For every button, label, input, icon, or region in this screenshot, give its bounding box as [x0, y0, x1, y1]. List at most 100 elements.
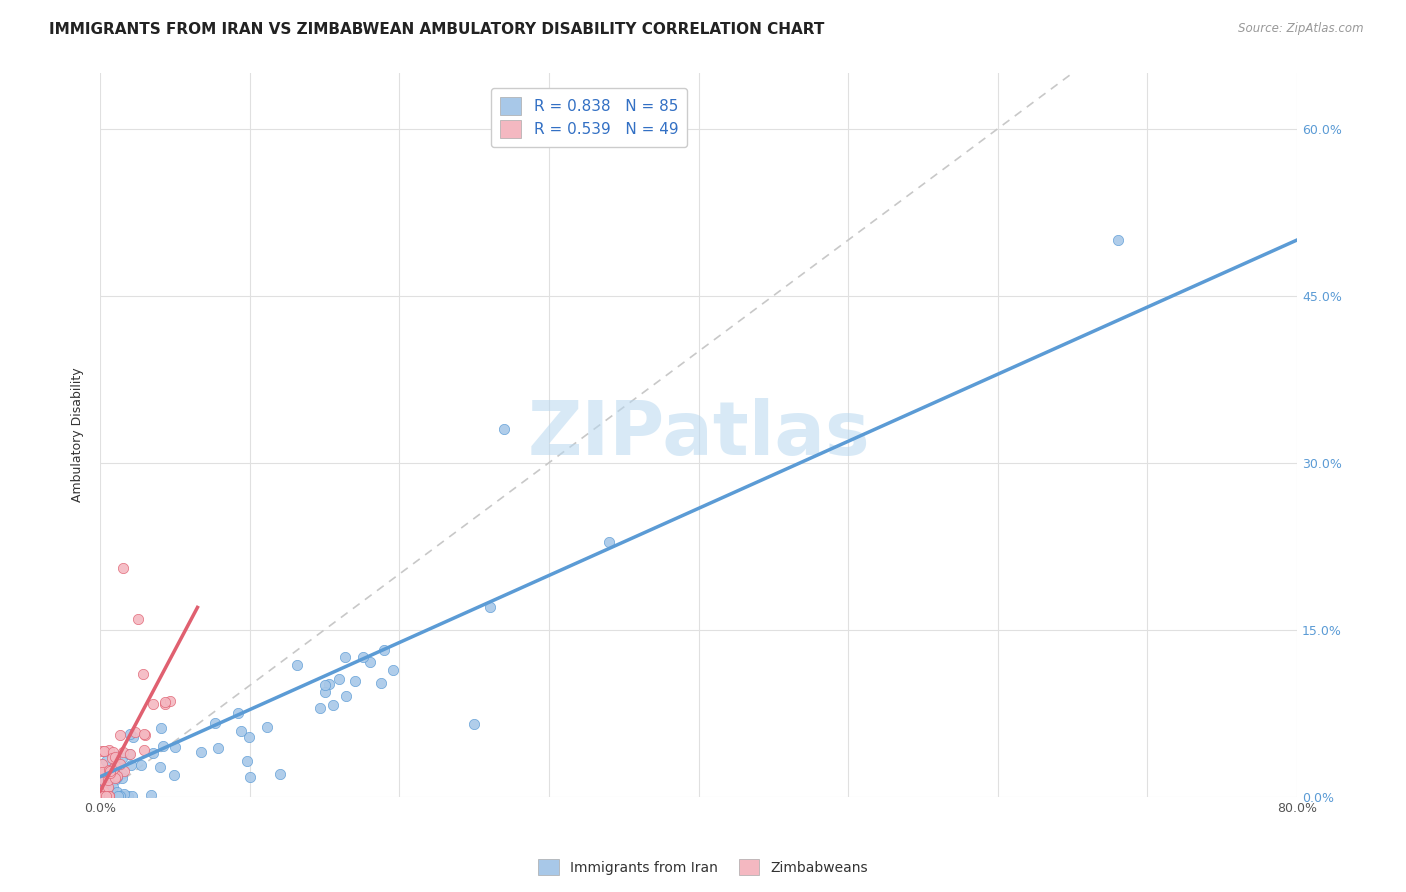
Point	[139, 788, 162, 802]
Point	[96, 789, 118, 803]
Point	[120, 727, 142, 741]
Point	[90, 771, 112, 785]
Point	[204, 715, 226, 730]
Point	[98, 789, 121, 803]
Point	[152, 739, 174, 753]
Point	[93, 764, 115, 778]
Point	[93, 772, 115, 787]
Point	[90, 789, 112, 803]
Point	[159, 694, 181, 708]
Point	[91, 789, 114, 803]
Point	[98, 763, 121, 777]
Point	[101, 789, 124, 803]
Point	[103, 764, 125, 779]
Point	[112, 788, 135, 802]
Point	[235, 754, 257, 768]
Point	[98, 784, 121, 798]
Point	[97, 789, 120, 803]
Point	[155, 698, 177, 712]
Point	[91, 783, 114, 797]
Point	[117, 789, 139, 803]
Point	[101, 762, 124, 776]
Point	[105, 769, 128, 783]
Point	[103, 764, 125, 779]
Point	[238, 731, 260, 745]
Point	[93, 744, 115, 758]
Point	[226, 706, 249, 721]
Point	[110, 789, 132, 803]
Point	[328, 672, 350, 686]
Point	[90, 789, 112, 803]
Point	[149, 760, 172, 774]
Text: ZIPatlas: ZIPatlas	[527, 399, 870, 471]
Point	[104, 772, 127, 786]
Point	[91, 789, 114, 803]
Point	[98, 789, 121, 803]
Point	[111, 746, 134, 760]
Point	[285, 657, 308, 672]
Point	[120, 758, 142, 772]
Point	[479, 600, 502, 615]
Point	[314, 678, 336, 692]
Point	[129, 758, 152, 772]
Point	[105, 770, 128, 784]
Point	[359, 655, 381, 669]
Point	[98, 743, 121, 757]
Point	[598, 535, 620, 549]
Point	[121, 789, 143, 803]
Point	[91, 772, 114, 786]
Point	[335, 689, 357, 703]
Point	[108, 789, 131, 803]
Point	[98, 763, 121, 777]
Point	[104, 771, 127, 785]
Point	[104, 759, 127, 773]
Point	[93, 789, 115, 803]
Point	[111, 751, 134, 765]
Point	[93, 764, 115, 779]
Point	[96, 789, 118, 803]
Point	[104, 789, 127, 803]
Point	[98, 789, 121, 803]
Point	[120, 747, 142, 761]
Point	[150, 722, 173, 736]
Point	[124, 725, 146, 739]
Point	[494, 422, 516, 436]
Point	[97, 789, 120, 803]
Point	[94, 789, 117, 803]
Point	[90, 789, 112, 803]
Point	[104, 789, 127, 803]
Point	[111, 561, 134, 575]
Point	[141, 697, 163, 711]
Point	[98, 770, 121, 784]
Point	[105, 785, 128, 799]
Point	[309, 700, 332, 714]
Point	[134, 728, 156, 742]
Point	[127, 611, 149, 625]
Point	[373, 642, 395, 657]
Point	[96, 783, 118, 797]
Point	[90, 765, 112, 780]
Point	[163, 739, 186, 754]
Point	[111, 772, 134, 786]
Text: Source: ZipAtlas.com: Source: ZipAtlas.com	[1239, 22, 1364, 36]
Point	[463, 717, 485, 731]
Point	[269, 767, 291, 781]
Point	[108, 757, 131, 772]
Point	[101, 751, 124, 765]
Point	[343, 673, 366, 688]
Point	[333, 650, 356, 665]
Point	[93, 785, 115, 799]
Point	[190, 745, 212, 759]
Point	[108, 757, 131, 772]
Point	[97, 780, 120, 795]
Point	[370, 676, 392, 690]
Point	[98, 789, 121, 803]
Point	[153, 695, 176, 709]
Point	[94, 789, 117, 803]
Point	[132, 743, 155, 757]
Point	[318, 677, 340, 691]
Point	[231, 724, 253, 739]
Point	[97, 773, 120, 788]
Point	[90, 756, 112, 771]
Point	[207, 741, 229, 756]
